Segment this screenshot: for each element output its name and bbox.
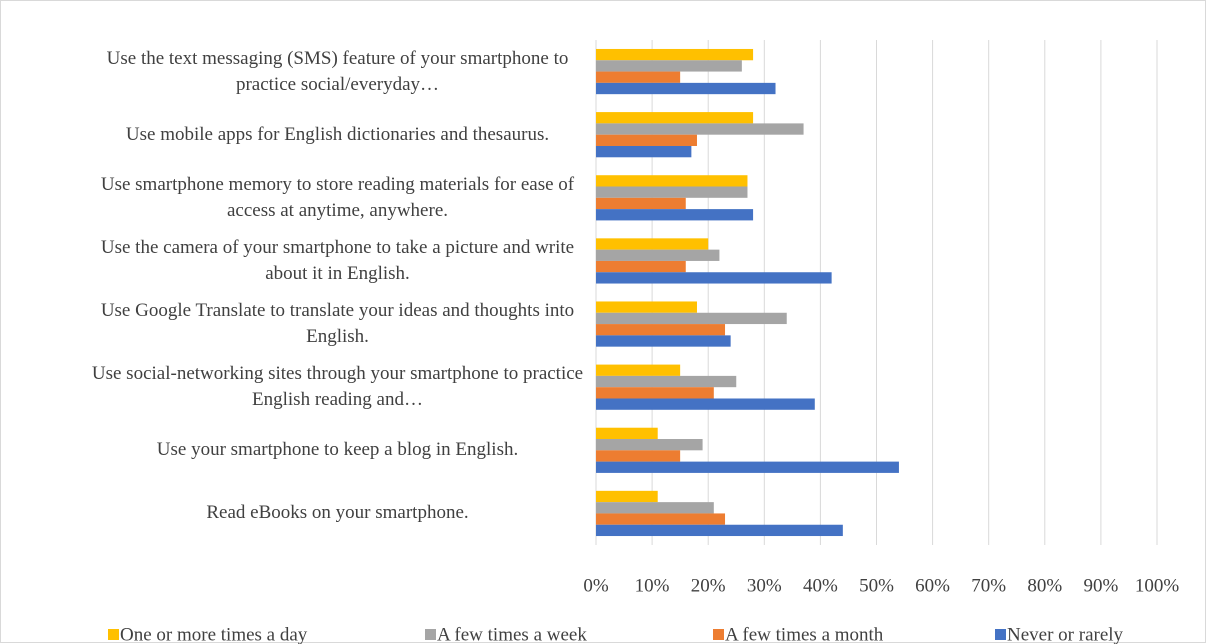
x-tick-label: 70% bbox=[971, 575, 1006, 596]
bar bbox=[596, 439, 703, 451]
legend-label: One or more times a day bbox=[120, 624, 308, 644]
bar bbox=[596, 238, 709, 250]
bar bbox=[596, 312, 787, 325]
bar bbox=[596, 335, 731, 347]
y-tick-label: Use Google Translate to translate your i… bbox=[100, 300, 575, 348]
category-label-box: Use social-networking sites through your… bbox=[91, 363, 584, 411]
category-label-box: Use Google Translate to translate your i… bbox=[100, 300, 575, 348]
bar bbox=[596, 249, 720, 261]
x-tick-label: 0% bbox=[583, 575, 609, 596]
x-tick-label: 80% bbox=[1027, 575, 1062, 596]
bar bbox=[596, 387, 714, 399]
bar bbox=[596, 123, 804, 135]
x-tick-label: 50% bbox=[859, 575, 894, 596]
bar bbox=[596, 272, 832, 284]
y-tick-label: Use smartphone memory to store reading m… bbox=[100, 173, 575, 221]
y-tick-label: Use the camera of your smartphone to tak… bbox=[100, 236, 575, 284]
y-tick-label: Use social-networking sites through your… bbox=[91, 363, 584, 411]
x-tick-label: 60% bbox=[915, 575, 950, 596]
x-tick-label: 90% bbox=[1083, 575, 1118, 596]
bar bbox=[596, 71, 681, 83]
bar bbox=[596, 145, 692, 158]
bar bbox=[596, 186, 748, 198]
y-tick-label: Read eBooks on your smartphone. bbox=[206, 502, 469, 524]
bar bbox=[596, 364, 681, 376]
category-label-box: Use your smartphone to keep a blog in En… bbox=[156, 439, 519, 461]
bar bbox=[596, 490, 658, 503]
bar bbox=[596, 461, 899, 473]
legend-swatch bbox=[713, 629, 724, 640]
bar bbox=[596, 209, 754, 221]
x-tick-label: 10% bbox=[635, 575, 670, 596]
bar bbox=[596, 48, 754, 61]
category-label-box: Use mobile apps for English dictionaries… bbox=[125, 123, 550, 145]
bar bbox=[596, 398, 815, 410]
bar bbox=[596, 450, 681, 462]
bar bbox=[596, 60, 742, 72]
legend-swatch bbox=[108, 629, 119, 640]
bar bbox=[596, 82, 776, 95]
bar bbox=[596, 375, 737, 388]
bar bbox=[596, 324, 726, 336]
bar bbox=[596, 134, 697, 146]
bar bbox=[596, 427, 658, 440]
x-tick-label: 40% bbox=[803, 575, 838, 596]
y-tick-label: Use the text messaging (SMS) feature of … bbox=[106, 47, 569, 95]
bar bbox=[596, 112, 754, 124]
x-tick-label: 100% bbox=[1135, 575, 1180, 596]
bar bbox=[596, 197, 686, 210]
legend-swatch bbox=[425, 629, 436, 640]
y-tick-label: Use mobile apps for English dictionaries… bbox=[125, 123, 550, 145]
legend-swatch bbox=[995, 629, 1006, 640]
bar bbox=[596, 513, 726, 525]
legend-label: A few times a week bbox=[437, 624, 587, 644]
bar bbox=[596, 301, 697, 313]
x-tick-label: 20% bbox=[691, 575, 726, 596]
bar bbox=[596, 524, 843, 537]
bar bbox=[596, 260, 686, 273]
bar bbox=[596, 502, 714, 514]
category-label-box: Use the text messaging (SMS) feature of … bbox=[106, 47, 569, 95]
category-label-box: Read eBooks on your smartphone. bbox=[206, 502, 469, 524]
legend-label: A few times a month bbox=[725, 624, 884, 644]
bar bbox=[596, 175, 748, 187]
legend-label: Never or rarely bbox=[1007, 624, 1124, 644]
category-label-box: Use the camera of your smartphone to tak… bbox=[100, 236, 575, 284]
x-tick-label: 30% bbox=[747, 575, 782, 596]
category-label-box: Use smartphone memory to store reading m… bbox=[100, 173, 575, 221]
y-tick-label: Use your smartphone to keep a blog in En… bbox=[156, 439, 519, 461]
